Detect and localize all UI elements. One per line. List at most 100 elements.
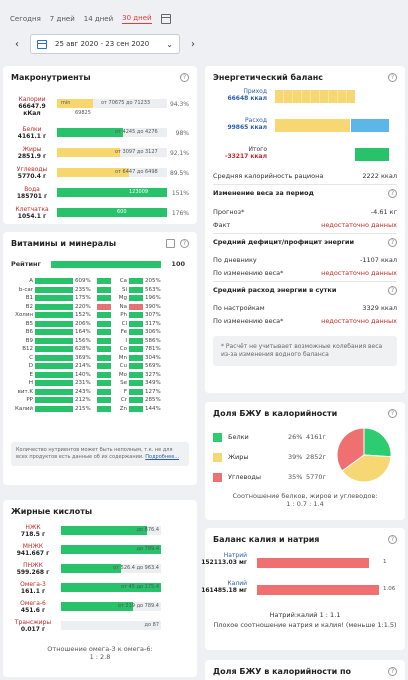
mineral-name: Na — [119, 303, 128, 310]
vitamin-percent: 152% — [75, 312, 91, 318]
vitamin-percent: 609% — [75, 278, 91, 284]
bju-ratio: Соотношение белков, жиров и углеводов: 1… — [213, 492, 397, 508]
mineral-bar — [97, 388, 111, 395]
rating-bar — [51, 261, 161, 268]
vitamin-name: D — [28, 363, 33, 369]
fact-label: Факт — [213, 221, 231, 229]
divider — [213, 233, 397, 234]
vitamin-name: C — [29, 354, 33, 361]
macro-percent: 98% — [175, 130, 189, 137]
help-icon[interactable]: ? — [388, 286, 397, 295]
help-icon[interactable]: ? — [180, 239, 189, 248]
macronutrients-title: Макронутриенты — [11, 73, 91, 82]
legend-swatch — [213, 432, 222, 442]
table-icon[interactable] — [166, 239, 175, 248]
vitamin-percent: 628% — [75, 346, 91, 352]
mineral-bar — [129, 405, 143, 412]
mineral-name: Mg — [118, 295, 127, 301]
vitamin-name: B5 — [25, 320, 33, 327]
mineral-name: Ca — [119, 278, 127, 284]
legend-name: Белки — [228, 433, 249, 441]
help-icon[interactable]: ? — [388, 409, 397, 418]
vitamin-row: E 140% Mo 327% — [11, 371, 179, 380]
rating-value: 100 — [171, 260, 185, 268]
mineral-bar — [97, 346, 111, 352]
macro-bar-fill — [57, 99, 94, 108]
vitamin-percent: 164% — [75, 329, 91, 335]
macro-bar-fill — [57, 168, 129, 177]
range-7-days[interactable]: 7 дней — [49, 15, 75, 23]
mineral-bar — [97, 380, 111, 386]
vitamins-card: Витамины и минералы ? Рейтинг 100 A 609% C… — [3, 232, 197, 485]
help-icon[interactable]: ? — [388, 238, 397, 247]
total-label: Итого — [248, 146, 267, 153]
potassium-bar-fill — [257, 585, 379, 595]
macro-bar: 123009 — [57, 188, 167, 197]
vitamin-bar — [35, 320, 73, 327]
fatty-acid-bar-fill — [61, 583, 161, 592]
fatty-acid-norm: до 876.4 — [136, 527, 159, 533]
macro-bar-fill — [57, 208, 167, 217]
mineral-bar — [97, 312, 111, 318]
vitamin-bar — [35, 363, 73, 369]
help-icon[interactable]: ? — [388, 189, 397, 198]
help-icon[interactable]: ? — [388, 73, 397, 82]
avg-calorie-value: 2222 ккал — [362, 172, 397, 180]
more-link[interactable]: Подробнее... — [145, 454, 180, 460]
range-30-days[interactable]: 30 дней — [122, 14, 152, 24]
help-icon[interactable]: ? — [180, 73, 189, 82]
mineral-name: Cl — [121, 320, 127, 327]
settings-value: 3329 ккал — [362, 304, 397, 312]
kna-title: Баланс калия и натрия — [213, 535, 320, 544]
help-icon[interactable]: ? — [388, 667, 397, 676]
mineral-bar — [129, 371, 143, 378]
macro-name: Вода — [24, 186, 40, 193]
calendar-icon[interactable] — [160, 14, 171, 24]
mineral-percent: 317% — [145, 320, 161, 327]
fatty-acid-row: Трансжиры 0.017 г до 87 — [11, 619, 189, 637]
bju-by-meal-title: Доля БЖУ в калорийности по — [213, 667, 352, 676]
macro-bar: от 4245 до 4276 — [57, 128, 167, 137]
help-icon[interactable]: ? — [388, 535, 397, 544]
vitamin-name: вит.K — [17, 388, 33, 395]
calendar-icon — [37, 39, 47, 49]
vitamin-row: C 369% Mn 304% — [11, 354, 179, 363]
mineral-bar — [129, 337, 143, 344]
mineral-percent: 569% — [145, 363, 161, 369]
macro-value: 4161.1 г — [17, 133, 47, 140]
mineral-bar — [97, 320, 111, 327]
mineral-percent: 127% — [145, 388, 161, 395]
fatty-acid-bar: до 789.4 — [61, 545, 161, 554]
mineral-percent: 196% — [145, 295, 161, 301]
date-range-select[interactable]: 25 авг 2020 - 23 сен 2020 ⌄ — [30, 34, 180, 54]
vitamin-name: Калий — [15, 405, 33, 412]
macro-bar-fill — [57, 188, 167, 197]
macro-value: 185701 г — [16, 193, 48, 200]
deficit-title: Средний дефицит/профицит энергии — [213, 238, 355, 246]
pie-slice — [336, 427, 365, 472]
fatty-acids-card: Жирные кислоты НЖК 718.5 г до 876.4 МНЖК 941… — [3, 500, 197, 677]
avg-calorie-label: Средняя калорийность рациона — [213, 172, 324, 180]
fatty-acid-name: Омега-6 — [20, 600, 46, 607]
mineral-bar — [129, 278, 143, 284]
fatty-acid-value: 0.017 г — [20, 626, 46, 633]
bju-legend-fat: Жиры 39% 2852г — [213, 452, 326, 462]
mineral-name: Zn — [119, 405, 127, 412]
macro-row-water: Вода 185701 г 123009 151% — [11, 186, 189, 204]
mineral-bar — [97, 286, 111, 293]
macro-value: 1054.1 г — [17, 213, 47, 220]
date-range-text: 25 авг 2020 - 23 сен 2020 — [55, 40, 150, 48]
fatty-acid-norm: до 87 — [144, 622, 159, 628]
macro-target-range: от 70675 до 71233 — [101, 100, 151, 106]
prev-period-button[interactable]: ‹ — [15, 38, 19, 50]
vitamin-bar — [35, 303, 73, 310]
chevron-down-icon: ⌄ — [166, 39, 173, 49]
mineral-bar — [129, 303, 143, 310]
avg-expense-title: Средний расход энергии в сутки — [213, 286, 337, 294]
macro-row-protein: Белки 4161.1 г от 4245 до 4276 98% — [11, 126, 189, 144]
range-14-days[interactable]: 14 дней — [83, 15, 114, 23]
vitamin-row: D 214% Cu 569% — [11, 362, 179, 371]
next-period-button[interactable]: › — [191, 38, 195, 50]
mineral-name: Mo — [118, 371, 127, 378]
range-today[interactable]: Сегодня — [10, 15, 41, 23]
